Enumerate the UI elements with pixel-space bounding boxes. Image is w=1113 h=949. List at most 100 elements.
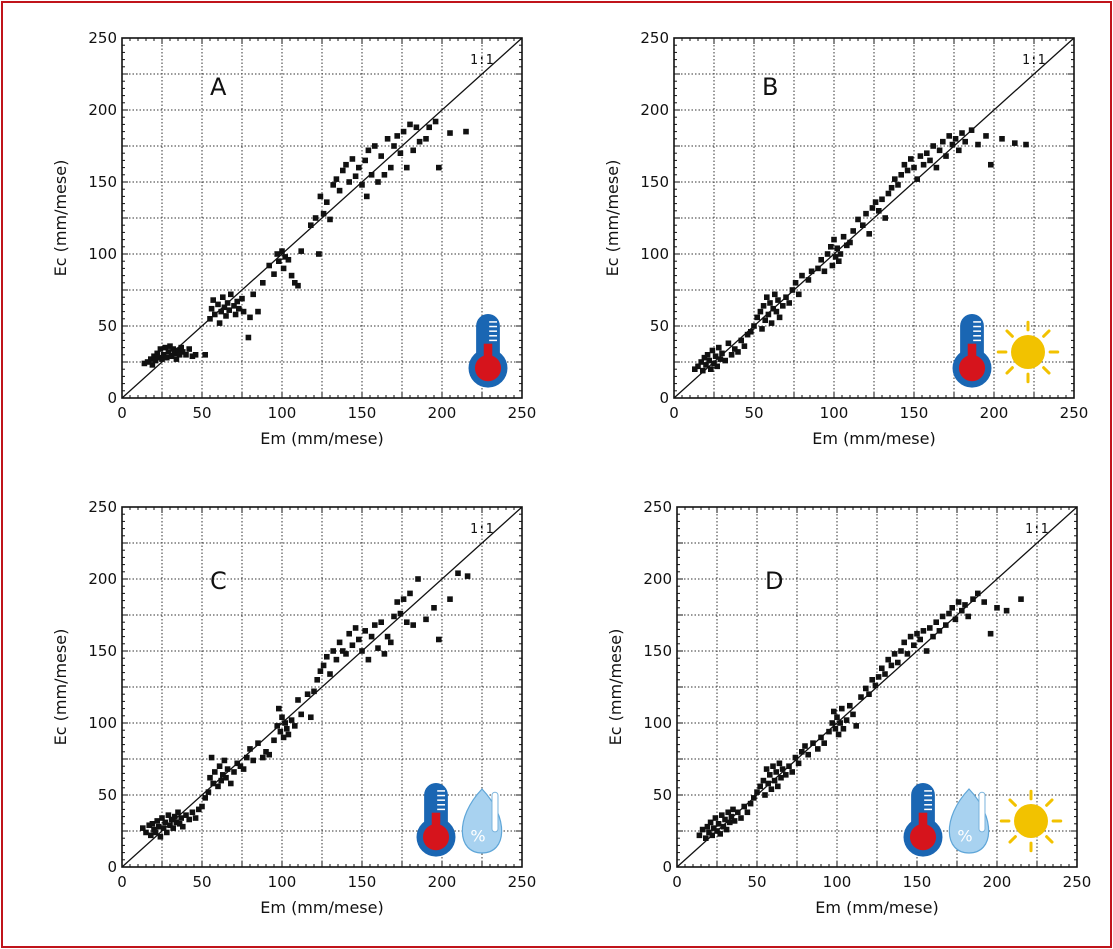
data-point (799, 272, 805, 279)
data-point (237, 763, 244, 769)
data-point (378, 619, 384, 625)
data-point (330, 182, 336, 188)
data-point (789, 287, 796, 293)
y-tick-label: 200 (643, 570, 672, 588)
data-point (810, 740, 816, 746)
hygro-tube (491, 791, 499, 833)
y-axis-label: Ec (mm/mese) (606, 629, 625, 746)
data-point (757, 308, 764, 315)
data-point (365, 147, 372, 154)
data-point (170, 346, 176, 352)
data-point (172, 350, 178, 357)
data-point (172, 813, 178, 820)
data-point (285, 256, 292, 263)
data-point (400, 128, 407, 135)
data-point (895, 659, 901, 666)
x-tick-label: 100 (268, 873, 297, 891)
data-point (778, 774, 784, 781)
data-point (336, 639, 343, 646)
data-point (799, 749, 805, 755)
data-point (391, 143, 397, 149)
data-point (260, 280, 266, 286)
data-point (240, 766, 247, 772)
data-point (218, 308, 224, 315)
x-tick-label: 200 (428, 404, 457, 422)
data-point (164, 354, 170, 361)
x-tick-label: 100 (268, 404, 297, 422)
data-point (943, 622, 949, 628)
data-point (776, 314, 783, 321)
data-point (276, 258, 282, 264)
data-point (805, 277, 812, 283)
data-point (704, 352, 711, 358)
thermometer-bulb (474, 355, 502, 382)
sun-disc (1014, 804, 1048, 838)
data-point (152, 357, 159, 364)
icon-group: % (416, 783, 503, 857)
data-point (879, 196, 885, 203)
data-point (152, 829, 159, 836)
data-point (776, 760, 783, 767)
identity-line (121, 506, 523, 868)
data-point (356, 164, 362, 171)
data-point (706, 829, 712, 836)
data-point (407, 121, 413, 128)
panel-letter: B (762, 73, 778, 101)
data-point (167, 822, 173, 829)
data-point (381, 651, 388, 657)
data-point (263, 749, 269, 755)
data-point (936, 147, 943, 154)
data-point (208, 305, 215, 312)
data-point (831, 708, 837, 715)
data-point (831, 236, 837, 243)
chart-panel-c: 00 50 50 100 100 150 150 200 200 250 250 1:1 C Em (mm… (51, 498, 536, 917)
data-point (149, 362, 156, 368)
data-point (735, 349, 741, 355)
data-point (927, 157, 933, 164)
x-tick-label: 150 (348, 404, 377, 422)
data-point (349, 642, 356, 649)
data-point (346, 630, 352, 637)
data-point (952, 136, 959, 142)
data-point (764, 294, 770, 300)
data-point (770, 305, 776, 312)
data-point (226, 307, 232, 313)
data-point (372, 143, 378, 149)
data-point (757, 783, 763, 790)
sun-ray (1005, 329, 1014, 338)
data-point (741, 343, 748, 349)
data-point (295, 697, 301, 703)
data-point (722, 357, 728, 364)
data-point (901, 161, 908, 168)
data-point (796, 291, 802, 298)
data-point (717, 356, 724, 362)
data-point (773, 308, 780, 315)
sun-ray (1045, 835, 1054, 844)
data-point (888, 662, 895, 669)
x-tick-label: 250 (1063, 873, 1092, 891)
data-point (162, 344, 168, 351)
data-point (970, 596, 976, 602)
data-point (943, 153, 949, 159)
data-point (359, 182, 365, 188)
data-point (768, 786, 775, 793)
data-point (988, 161, 994, 168)
x-axis-label: Em (mm/mese) (812, 429, 935, 448)
data-point (426, 124, 432, 131)
data-point (786, 763, 792, 769)
x-axis-label: Em (mm/mese) (260, 429, 383, 448)
data-point (292, 280, 298, 286)
data-point (280, 265, 287, 272)
thermometer-bulb (958, 355, 986, 382)
data-point (754, 314, 760, 321)
data-point (731, 818, 738, 824)
data-point (728, 813, 735, 820)
data-point (709, 832, 715, 839)
data-point (773, 769, 779, 775)
data-point (368, 633, 375, 640)
data-point (148, 356, 154, 362)
identity-line-label: 1:1 (1022, 53, 1045, 68)
data-point (156, 823, 162, 830)
data-point (843, 717, 850, 723)
x-tick-label: 250 (508, 404, 537, 422)
